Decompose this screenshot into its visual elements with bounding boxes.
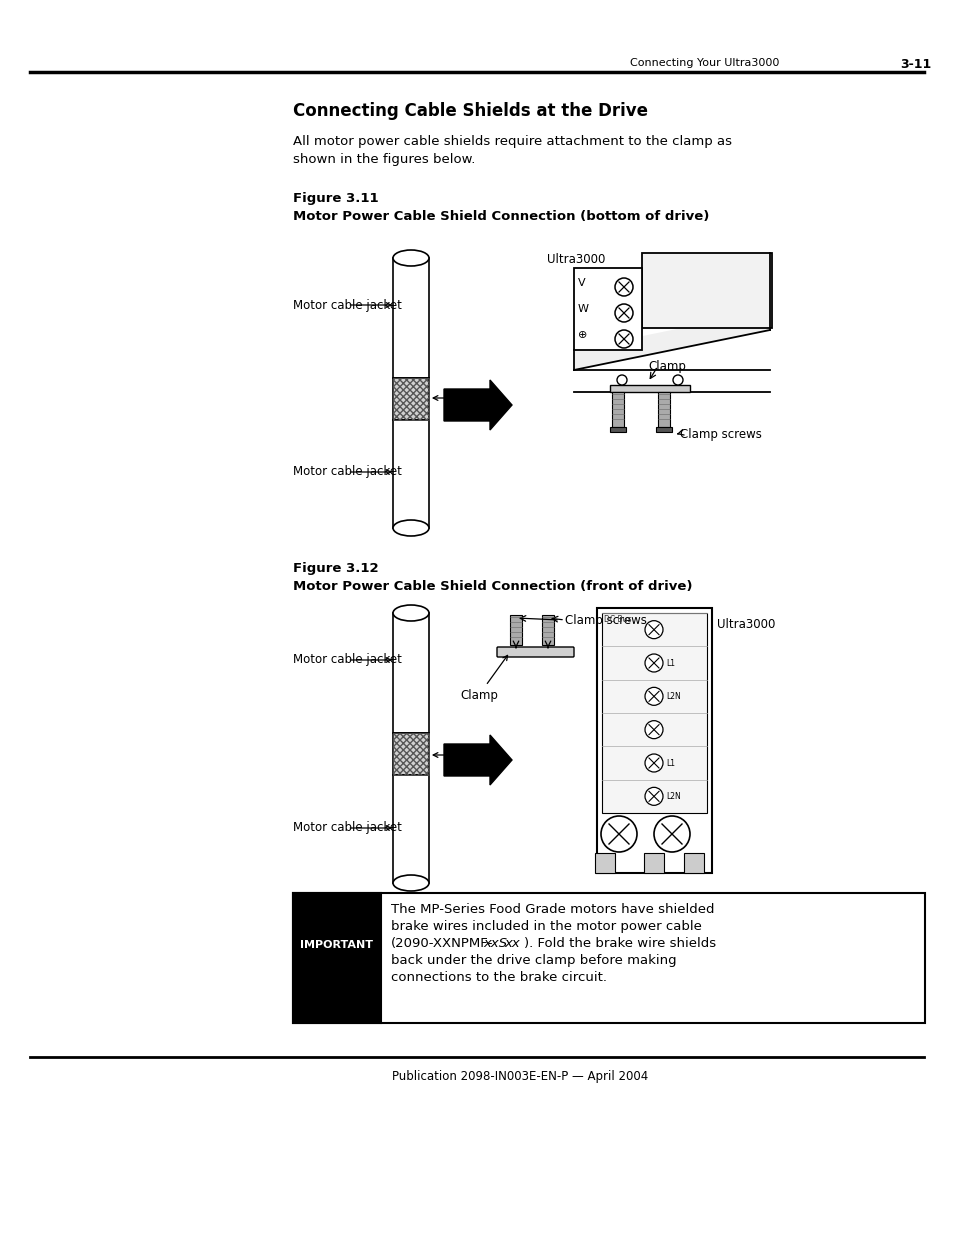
Bar	[393, 378, 429, 420]
Bar	[574, 268, 641, 350]
Bar	[393, 613, 429, 734]
Text: (2090-XXNPMF-: (2090-XXNPMF-	[391, 937, 493, 950]
Text: xxS: xxS	[482, 937, 507, 950]
Bar	[595, 853, 615, 873]
Text: Connecting Cable Shields at the Drive: Connecting Cable Shields at the Drive	[293, 103, 647, 120]
Bar	[656, 427, 671, 432]
Text: Clamp screws: Clamp screws	[564, 614, 646, 627]
Circle shape	[644, 688, 662, 705]
Text: xx: xx	[503, 937, 519, 950]
Text: L1: L1	[665, 659, 675, 668]
Text: shown in the figures below.: shown in the figures below.	[293, 153, 475, 165]
Bar	[641, 253, 771, 329]
Circle shape	[615, 304, 633, 322]
Bar	[612, 391, 623, 427]
Text: Motor Power Cable Shield Connection (front of drive): Motor Power Cable Shield Connection (fro…	[293, 580, 692, 593]
Bar	[601, 613, 706, 813]
Bar	[393, 734, 429, 776]
Bar	[609, 385, 689, 391]
Circle shape	[644, 755, 662, 772]
Circle shape	[644, 788, 662, 805]
Ellipse shape	[393, 249, 429, 266]
Ellipse shape	[393, 876, 429, 890]
Circle shape	[615, 278, 633, 296]
Circle shape	[644, 721, 662, 739]
Text: 3-11: 3-11	[899, 58, 930, 70]
Polygon shape	[574, 310, 769, 370]
Bar	[643, 853, 663, 873]
Text: All motor power cable shields require attachment to the clamp as: All motor power cable shields require at…	[293, 135, 731, 148]
Text: L2N: L2N	[665, 693, 680, 701]
Bar	[293, 893, 924, 1023]
Bar	[597, 608, 711, 873]
Text: The MP-Series Food Grade motors have shielded: The MP-Series Food Grade motors have shi…	[391, 903, 714, 916]
Text: W: W	[578, 304, 588, 314]
Text: L1: L1	[665, 760, 675, 768]
Bar	[393, 734, 429, 776]
Text: connections to the brake circuit.: connections to the brake circuit.	[391, 971, 606, 984]
Text: L2N: L2N	[665, 793, 680, 802]
Text: brake wires included in the motor power cable: brake wires included in the motor power …	[391, 920, 701, 932]
Text: Ultra3000: Ultra3000	[546, 253, 605, 266]
Text: Shield: Shield	[433, 391, 486, 405]
Text: Motor cable jacket: Motor cable jacket	[293, 821, 401, 835]
Text: back under the drive clamp before making: back under the drive clamp before making	[391, 953, 676, 967]
Bar	[609, 427, 625, 432]
Circle shape	[644, 621, 662, 638]
Text: IMPORTANT: IMPORTANT	[300, 940, 374, 950]
Text: Publication 2098-IN003E-EN-P — April 2004: Publication 2098-IN003E-EN-P — April 200…	[392, 1070, 647, 1083]
Text: Motor cable jacket: Motor cable jacket	[293, 299, 401, 311]
Ellipse shape	[393, 520, 429, 536]
Text: Motor Power Cable Shield Connection (bottom of drive): Motor Power Cable Shield Connection (bot…	[293, 210, 709, 224]
Circle shape	[615, 330, 633, 348]
Circle shape	[617, 375, 626, 385]
Bar	[393, 378, 429, 420]
Text: V: V	[578, 278, 585, 288]
FancyBboxPatch shape	[497, 647, 574, 657]
Bar	[393, 420, 429, 529]
Bar	[658, 391, 669, 427]
Text: Shield: Shield	[433, 748, 490, 762]
Circle shape	[644, 655, 662, 672]
Text: DC Bus: DC Bus	[603, 615, 631, 624]
Text: ⊕: ⊕	[578, 330, 587, 340]
Bar	[393, 776, 429, 883]
Text: ). Fold the brake wire shields: ). Fold the brake wire shields	[523, 937, 716, 950]
Text: Clamp: Clamp	[459, 656, 507, 701]
Text: Connecting Your Ultra3000: Connecting Your Ultra3000	[629, 58, 779, 68]
Circle shape	[654, 816, 689, 852]
Bar	[293, 893, 380, 1023]
Circle shape	[672, 375, 682, 385]
Bar	[541, 615, 554, 645]
Bar	[393, 258, 429, 378]
Text: Motor cable jacket: Motor cable jacket	[293, 653, 401, 667]
Ellipse shape	[393, 605, 429, 621]
Text: Ultra3000: Ultra3000	[717, 618, 775, 631]
Text: Clamp: Clamp	[647, 359, 685, 373]
FancyArrow shape	[443, 380, 512, 430]
Bar	[683, 853, 703, 873]
FancyArrow shape	[443, 735, 512, 785]
Text: Clamp screws: Clamp screws	[679, 429, 761, 441]
Circle shape	[600, 816, 637, 852]
Text: Figure 3.11: Figure 3.11	[293, 191, 378, 205]
Text: Motor cable jacket: Motor cable jacket	[293, 466, 401, 478]
Text: Figure 3.12: Figure 3.12	[293, 562, 378, 576]
Bar	[510, 615, 521, 645]
